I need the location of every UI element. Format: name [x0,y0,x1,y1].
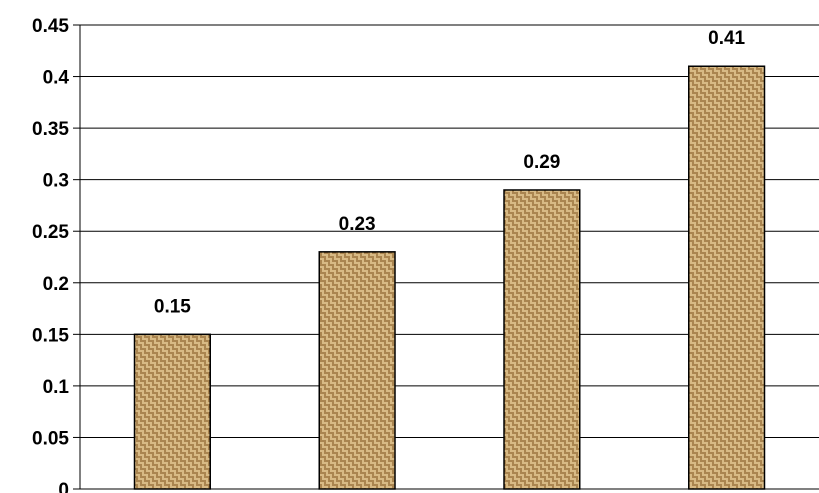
bar [503,189,581,490]
bar-value-label: 0.29 [523,152,560,173]
bar-value-label: 0.41 [708,28,745,49]
bar [133,333,211,490]
y-tick-label: 0 [58,480,69,493]
y-tick-label: 0.15 [32,325,69,346]
y-tick-label: 0.4 [43,68,70,89]
bar [688,65,766,490]
y-axis-tick-labels: 0 0.05 0.1 0.15 0.2 0.25 0.3 0.35 0.4 0.45 [32,16,69,493]
bar-value-label: 0.23 [339,214,376,235]
y-tick-label: 0.25 [32,222,69,243]
y-tick-label: 0.35 [32,119,69,140]
bars [133,65,766,490]
bar [318,251,396,490]
y-tick-label: 0.2 [43,274,69,295]
y-tick-label: 0.05 [32,428,69,449]
y-tick-label: 0.45 [32,16,69,37]
y-tick-label: 0.3 [43,171,69,192]
data-labels: 0.15 0.23 0.29 0.41 [154,28,746,317]
bar-value-label: 0.15 [154,296,191,317]
y-tick-label: 0.1 [43,377,70,398]
